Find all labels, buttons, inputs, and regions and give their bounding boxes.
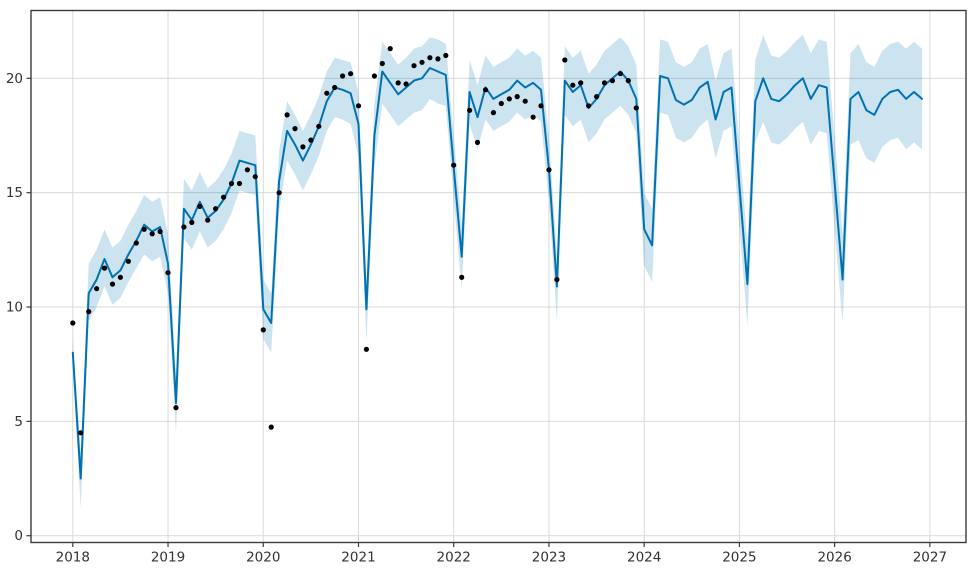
y-axis: 0 5 10 15 20 <box>6 71 31 544</box>
observed-point <box>586 103 592 109</box>
plot-border <box>30 9 967 544</box>
observed-point <box>562 57 568 63</box>
observed-point <box>260 327 266 333</box>
x-tick-label: 2026 <box>817 550 851 566</box>
observed-point <box>78 430 84 436</box>
observed-point <box>348 71 354 77</box>
observed-point <box>506 96 512 102</box>
observed-point <box>181 224 187 230</box>
observed-point <box>149 231 155 237</box>
x-tick-label: 2023 <box>532 550 566 566</box>
observed-point <box>570 82 576 88</box>
observed-point <box>578 80 584 86</box>
observed-point <box>221 194 227 200</box>
observed-point <box>284 112 290 118</box>
observed-point <box>228 180 235 187</box>
observed-point <box>633 105 639 111</box>
observed-point <box>268 424 274 430</box>
uncertainty-band <box>72 34 923 509</box>
y-tick-label: 5 <box>14 414 23 430</box>
observed-point <box>625 78 631 84</box>
observed-point <box>141 226 147 232</box>
observed-point <box>363 346 369 352</box>
observed-point <box>474 139 481 145</box>
x-tick-label: 2020 <box>246 550 280 566</box>
y-tick-label: 10 <box>6 300 23 316</box>
observed-point <box>173 405 179 411</box>
observed-point <box>538 103 544 109</box>
observed-point <box>101 265 108 271</box>
observed-point <box>395 80 401 86</box>
observed-point <box>522 98 528 104</box>
observed-point <box>205 217 211 223</box>
y-tick-label: 20 <box>6 71 23 87</box>
observed-point <box>189 219 195 225</box>
observed-point <box>514 94 520 100</box>
observed-point <box>213 206 219 212</box>
observed-point <box>300 144 306 150</box>
x-tick-label: 2025 <box>722 550 756 566</box>
observed-point <box>482 87 489 93</box>
observed-point <box>94 286 100 292</box>
observed-point <box>157 228 163 235</box>
observed-point <box>252 174 258 180</box>
x-tick-label: 2024 <box>627 550 661 566</box>
observed-point <box>125 258 131 264</box>
observed-point <box>451 162 457 168</box>
observed-point <box>197 203 203 209</box>
observed-point <box>546 167 552 173</box>
observed-point <box>435 56 441 62</box>
observed-point <box>371 73 377 79</box>
observed-point <box>86 309 92 315</box>
observed-point <box>165 270 171 276</box>
observed-point <box>403 81 409 87</box>
observed-point <box>419 59 425 65</box>
x-tick-label: 2021 <box>341 550 375 566</box>
x-tick-label: 2027 <box>913 550 947 566</box>
forecast-line <box>71 67 923 480</box>
observed-point <box>292 126 298 132</box>
observed-point <box>490 110 496 116</box>
observed-point <box>355 103 362 109</box>
grid <box>31 10 966 543</box>
observed-point <box>530 114 536 120</box>
observed-point <box>617 71 624 77</box>
observed-point <box>601 80 608 86</box>
observed-point <box>324 90 330 96</box>
observed-point <box>244 167 250 173</box>
observed-point <box>276 190 282 196</box>
observed-point <box>427 55 433 61</box>
observed-point <box>308 137 314 143</box>
observed-point <box>443 52 449 59</box>
x-tick-label: 2022 <box>437 550 471 566</box>
observed-point <box>411 63 417 69</box>
y-tick-label: 0 <box>14 528 23 544</box>
observed-point <box>609 78 616 84</box>
observed-point <box>459 274 465 280</box>
observed-point <box>332 84 338 91</box>
observed-point <box>133 240 139 246</box>
observed-point <box>387 46 393 52</box>
observed-point <box>109 281 116 287</box>
observed-point <box>340 73 346 79</box>
observed-point <box>467 107 473 113</box>
observed-point <box>594 94 600 100</box>
y-tick-label: 15 <box>6 185 23 201</box>
observed-point <box>379 60 385 67</box>
observed-point <box>498 100 504 107</box>
observed-point <box>70 320 76 326</box>
observed-point <box>554 277 560 283</box>
observed-point <box>316 123 322 129</box>
x-tick-label: 2018 <box>56 550 90 566</box>
observed-point <box>117 274 123 280</box>
observed-point <box>236 180 243 187</box>
x-tick-label: 2019 <box>151 550 185 566</box>
x-axis: 2018 2019 2020 2021 2022 2023 2024 2025 2026 2027 <box>56 542 947 566</box>
observed-points <box>70 46 639 436</box>
